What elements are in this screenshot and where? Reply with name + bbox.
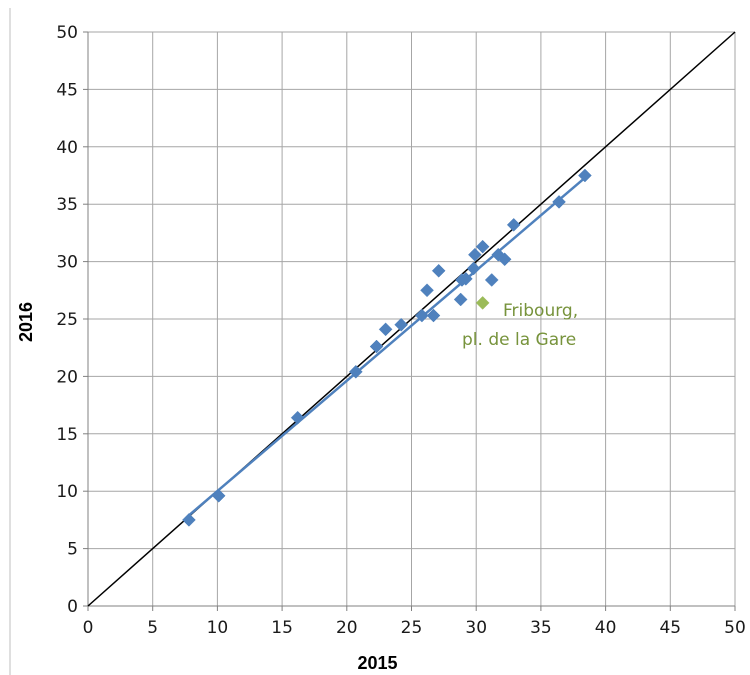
data-point	[484, 273, 499, 287]
data-point	[475, 239, 490, 254]
x-tick-label: 10	[207, 618, 229, 638]
data-point	[552, 195, 566, 209]
x-tick-label: 30	[465, 618, 487, 638]
data-point	[420, 283, 434, 298]
x-tick-label: 45	[659, 618, 681, 638]
x-tick-label: 5	[147, 618, 158, 638]
annotation-line-2: pl. de la Gare	[462, 330, 576, 350]
y-axis-title: 2016	[16, 302, 36, 342]
data-point	[431, 263, 446, 278]
data-point	[453, 292, 468, 307]
y-tick-label: 10	[56, 482, 78, 502]
data-point	[426, 308, 441, 323]
data-point	[414, 308, 429, 323]
x-tick-label: 35	[530, 618, 552, 638]
data-point	[182, 513, 196, 527]
data-point	[578, 168, 592, 183]
x-axis-title: 2015	[357, 653, 397, 673]
y-tick-label: 25	[56, 310, 78, 330]
y-tick-label: 20	[56, 367, 78, 387]
data-point	[211, 488, 226, 503]
y-tick-label: 40	[56, 138, 78, 158]
data-point	[394, 317, 409, 332]
x-tick-label: 20	[336, 618, 358, 638]
annotation-line-1: Fribourg,	[503, 301, 578, 321]
x-tick-label: 0	[83, 618, 94, 638]
data-point	[497, 252, 512, 267]
data-point	[290, 410, 305, 425]
x-tick-label: 25	[401, 618, 423, 638]
x-tick-label: 40	[595, 618, 617, 638]
data-point	[506, 218, 521, 232]
data-point	[468, 247, 482, 262]
data-point	[378, 322, 393, 337]
data-point	[349, 364, 363, 379]
highlight-point	[475, 296, 490, 310]
y-tick-label: 0	[67, 597, 78, 617]
x-tick-label: 15	[271, 618, 293, 638]
data-point	[369, 339, 384, 354]
y-tick-label: 15	[56, 425, 78, 445]
y-tick-label: 45	[56, 80, 78, 100]
data-point	[458, 271, 473, 286]
y-tick-label: 5	[67, 540, 78, 560]
y-tick-label: 50	[56, 23, 78, 43]
x-tick-label: 50	[724, 618, 746, 638]
data-point	[466, 261, 481, 276]
y-tick-label: 30	[56, 253, 78, 273]
y-tick-label: 35	[56, 195, 78, 215]
trend-line	[188, 176, 586, 517]
